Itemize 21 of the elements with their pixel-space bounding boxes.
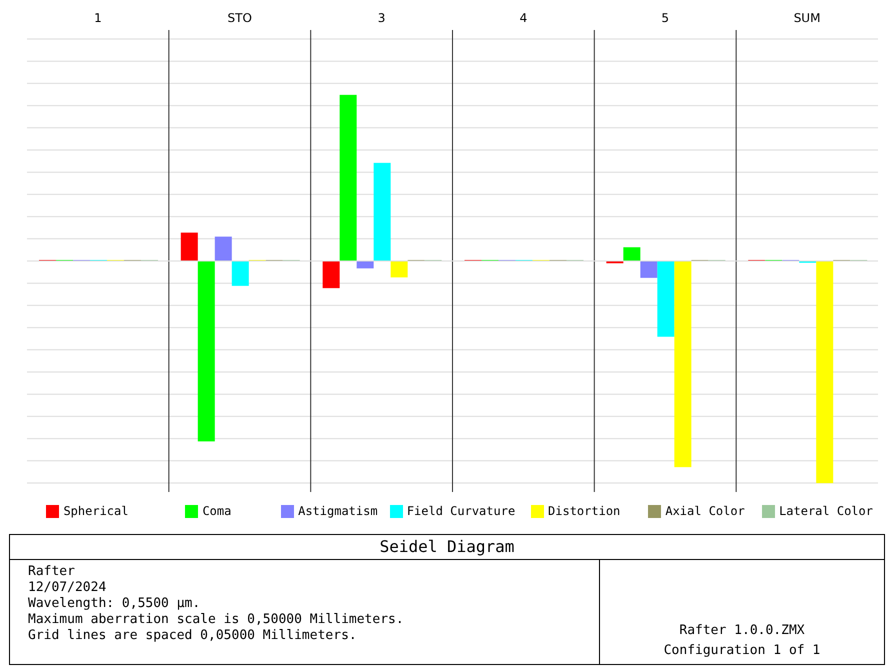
text: Configuration 1 of 1	[664, 642, 820, 660]
text: Rafter 1.0.0.ZMX	[679, 622, 805, 640]
text: Rafter	[28, 564, 76, 580]
text: Seidel Diagram	[10, 535, 884, 560]
legend-label: Spherical	[63, 504, 128, 518]
legend-label: Coma	[202, 504, 232, 518]
text: 12/07/2024	[28, 580, 108, 596]
text: Grid lines are spaced 0,05000 Millimeters.	[28, 628, 358, 644]
x-tick-label: 4	[520, 11, 528, 25]
text: Maximum aberration scale is 0,50000 Millimeters.	[28, 612, 405, 628]
legend-label: Field Curvature	[406, 504, 516, 518]
x-tick-label: 3	[378, 11, 386, 25]
x-tick-label: SUM	[794, 11, 820, 25]
legend-label: Distortion	[548, 504, 620, 518]
legend-label: Astigmatism	[298, 504, 378, 518]
x-tick-label: STO	[228, 11, 252, 25]
legend-label: Axial Color	[665, 504, 745, 518]
text: Wavelength: 0,5500 µm.	[28, 596, 202, 612]
x-tick-label: 5	[661, 11, 670, 25]
legend-label: Lateral Color	[779, 504, 873, 518]
x-tick-label: 1	[94, 11, 102, 25]
